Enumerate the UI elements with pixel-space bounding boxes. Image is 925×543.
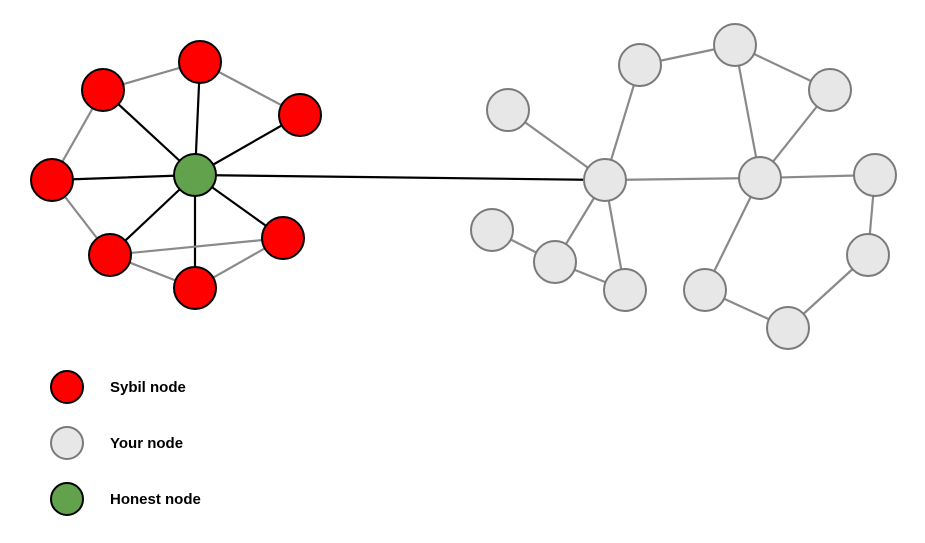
your-node [739, 157, 781, 199]
legend-label-your: Your node [110, 435, 183, 452]
legend-item-your: Your node [50, 426, 201, 460]
your-node [619, 44, 661, 86]
sybil-node [179, 41, 221, 83]
your-node [809, 69, 851, 111]
legend-item-honest: Honest node [50, 482, 201, 516]
sybil-node [82, 69, 124, 111]
your-node [534, 241, 576, 283]
sybil-node [279, 94, 321, 136]
sybil-node [89, 234, 131, 276]
legend-item-sybil: Sybil node [50, 370, 201, 404]
honest-node [174, 154, 216, 196]
your-node [767, 307, 809, 349]
your-node [471, 209, 513, 251]
your-node [847, 234, 889, 276]
your-node [584, 159, 626, 201]
legend-label-sybil: Sybil node [110, 379, 186, 396]
your-node [487, 89, 529, 131]
sybil-node [31, 159, 73, 201]
your-node [854, 154, 896, 196]
edge [195, 175, 605, 180]
your-node [684, 269, 726, 311]
sybil-node [174, 267, 216, 309]
your-node [604, 269, 646, 311]
legend-label-honest: Honest node [110, 491, 201, 508]
legend-swatch-sybil [50, 370, 84, 404]
legend-swatch-honest [50, 482, 84, 516]
legend-swatch-your [50, 426, 84, 460]
sybil-node [262, 217, 304, 259]
legend: Sybil node Your node Honest node [50, 370, 201, 538]
your-node [714, 24, 756, 66]
edge [605, 178, 760, 180]
